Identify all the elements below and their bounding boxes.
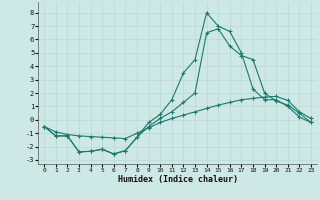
X-axis label: Humidex (Indice chaleur): Humidex (Indice chaleur) <box>118 175 238 184</box>
